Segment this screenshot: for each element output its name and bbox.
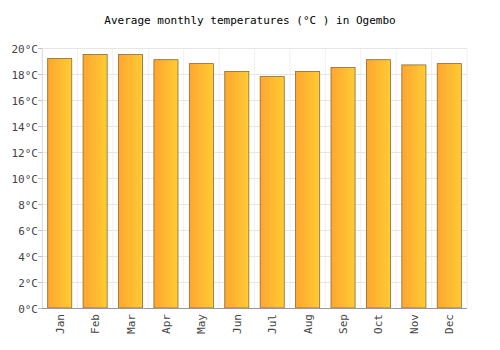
x-tick-label: Dec	[443, 314, 456, 334]
bar	[154, 60, 178, 308]
chart-svg: Average monthly temperatures (°C ) in Og…	[0, 0, 500, 350]
x-tick-label: Nov	[408, 314, 421, 334]
grid-line	[42, 308, 467, 309]
y-tick	[38, 308, 42, 309]
bar	[296, 71, 320, 308]
x-tick-label: May	[195, 314, 208, 334]
y-tick-label: 4°C	[18, 251, 38, 264]
grid	[38, 48, 467, 309]
y-tick	[38, 48, 42, 49]
y-tick	[38, 74, 42, 75]
y-tick-label: 16°C	[12, 95, 39, 108]
bar	[331, 68, 355, 309]
bar	[402, 65, 426, 308]
y-tick-label: 18°C	[12, 69, 39, 82]
bar	[260, 77, 284, 308]
y-tick-label: 14°C	[12, 121, 39, 134]
y-tick-label: 0°C	[18, 303, 38, 316]
bar	[48, 58, 72, 308]
x-tick-label: Apr	[160, 314, 173, 334]
x-tick-label: Jul	[266, 314, 279, 334]
x-tick-label: Mar	[125, 314, 138, 334]
bar	[83, 55, 107, 309]
title: Average monthly temperatures (°C ) in Og…	[104, 14, 395, 27]
bar	[119, 55, 143, 309]
x-tick-label: Jun	[231, 314, 244, 334]
y-tick-label: 6°C	[18, 225, 38, 238]
bar	[437, 64, 461, 308]
chart-container: Average monthly temperatures (°C ) in Og…	[0, 0, 500, 350]
bar	[366, 60, 390, 308]
y-tick	[38, 178, 42, 179]
y-tick	[38, 100, 42, 101]
y-tick	[38, 230, 42, 231]
y-tick	[38, 204, 42, 205]
x-tick-label: Aug	[302, 314, 315, 334]
y-tick-label: 12°C	[12, 147, 39, 160]
x-axis	[42, 308, 467, 309]
y-tick-label: 10°C	[12, 173, 39, 186]
x-tick-label: Jan	[54, 314, 67, 334]
bar	[225, 71, 249, 308]
x-tick-label: Feb	[89, 314, 102, 334]
y-tick	[38, 282, 42, 283]
y-tick	[38, 256, 42, 257]
y-tick-label: 2°C	[18, 277, 38, 290]
bar	[189, 64, 213, 308]
bars	[48, 55, 462, 309]
y-axis	[42, 48, 43, 308]
x-tick-label: Oct	[372, 314, 385, 334]
y-tick	[38, 152, 42, 153]
y-tick-label: 8°C	[18, 199, 38, 212]
x-tick-label: Sep	[337, 314, 350, 334]
y-tick-label: 20°C	[12, 43, 39, 56]
y-tick	[38, 126, 42, 127]
grid-line	[42, 48, 467, 49]
